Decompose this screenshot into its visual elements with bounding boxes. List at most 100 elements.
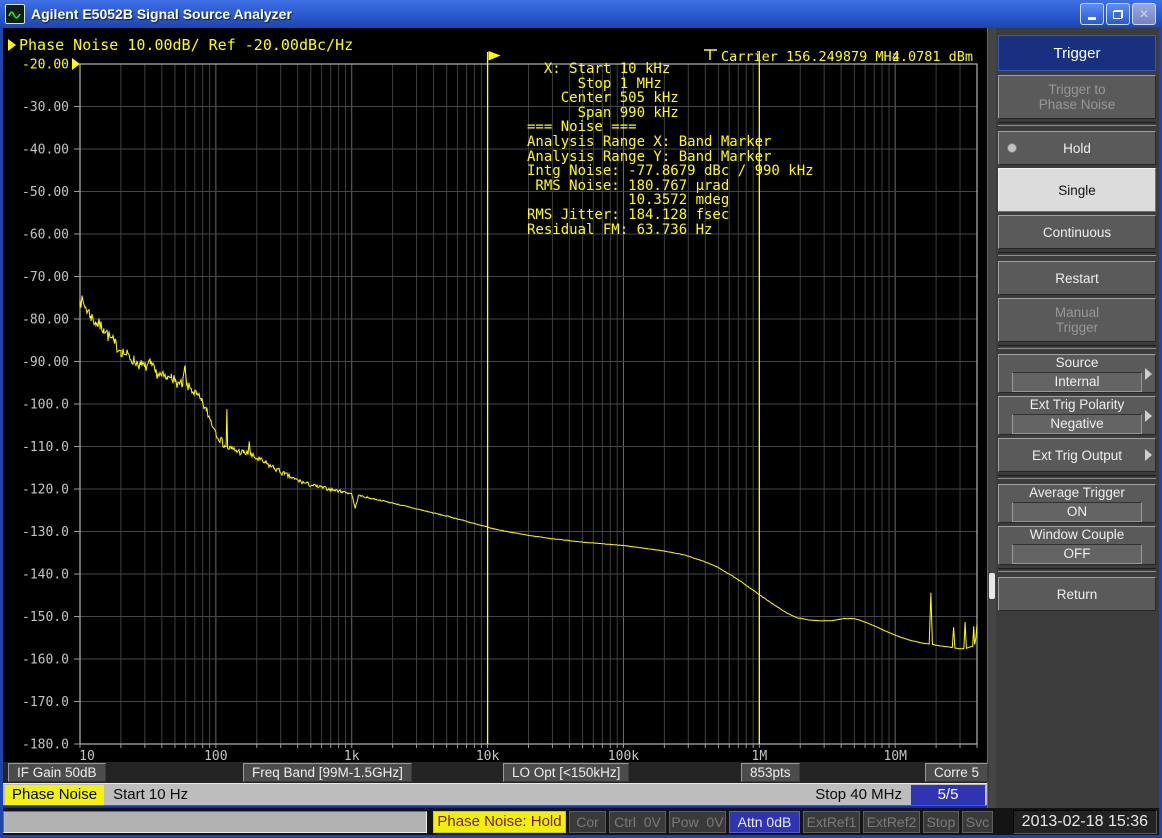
band-marker-flag-icon xyxy=(488,51,501,61)
softkey-menu-title: Trigger xyxy=(998,35,1156,71)
submenu-arrow-icon xyxy=(1145,449,1152,461)
lo-opt-readout: LO Opt [<150kHz] xyxy=(503,763,630,782)
softkey-value: OFF xyxy=(1012,544,1142,564)
y-axis-tick-label: -80.00 xyxy=(22,313,69,328)
y-axis-tick-label: -70.00 xyxy=(22,270,69,285)
restore-icon xyxy=(1113,9,1123,19)
x-axis-tick-label: 100k xyxy=(608,749,639,762)
axis-labels: -20.00 -30.00 -40.00 -50.00 -60.00 -70.00 -80.… xyxy=(22,58,907,763)
page-indicator: 5/5 xyxy=(911,784,985,805)
trace-layer xyxy=(79,295,978,650)
stop-frequency-label: Stop 40 MHz xyxy=(815,786,902,803)
y-axis-tick-label: -50.00 xyxy=(22,185,69,200)
freq-band-readout: Freq Band [99M-1.5GHz] xyxy=(243,763,412,782)
band-markers[interactable] xyxy=(486,51,760,744)
y-axis-tick-label: -90.00 xyxy=(22,355,69,370)
plot-canvas: -20.00 -30.00 -40.00 -50.00 -60.00 -70.00 -80.… xyxy=(22,49,978,763)
carrier-frequency-readout: Carrier 156.249879 MHz xyxy=(721,49,900,65)
y-axis-tick-label: -160.0 xyxy=(22,653,69,668)
y-axis-tick-label: -130.0 xyxy=(22,525,69,540)
reference-level-arrow-icon xyxy=(72,58,80,70)
softkey-group-separator xyxy=(998,122,1156,126)
points-readout: 853pts xyxy=(741,763,800,782)
softkey-label: Trigger to Phase Noise xyxy=(1038,82,1116,112)
softkey-hold[interactable]: Hold xyxy=(998,131,1156,165)
softkey-return[interactable]: Return xyxy=(998,577,1156,611)
softkey-scroll-thumb[interactable] xyxy=(989,573,995,599)
softkey-label: Return xyxy=(1056,586,1098,602)
restore-button[interactable] xyxy=(1106,3,1130,25)
x-axis-tick-label: 10 xyxy=(79,749,95,762)
close-button[interactable]: ✕ xyxy=(1132,3,1156,25)
x-axis-tick-label: 1M xyxy=(752,749,768,762)
title-bar: Agilent E5052B Signal Source Analyzer ✕ xyxy=(0,0,1162,28)
measurement-status-badge: Phase Noise: Hold xyxy=(433,810,566,833)
scale-reference-label: Phase Noise 10.00dB/ Ref -20.00dBc/Hz xyxy=(19,36,354,54)
softkey-label: Hold xyxy=(1063,140,1091,156)
dc-control-badge: Ctrl 0V xyxy=(609,810,666,833)
softkey-label: Window Couple xyxy=(1029,527,1125,542)
y-axis-tick-label: -170.0 xyxy=(22,695,69,710)
window-border xyxy=(0,28,3,838)
softkey-label: Manual Trigger xyxy=(1054,305,1100,335)
softkey-average-trigger[interactable]: Average Trigger ON xyxy=(998,484,1156,523)
phase-noise-trace xyxy=(79,295,978,650)
softkey-group-separator xyxy=(998,345,1156,349)
softkey-label: Average Trigger xyxy=(1029,485,1125,500)
sine-wave-app-icon xyxy=(5,4,25,24)
softkey-restart[interactable]: Restart xyxy=(998,261,1156,295)
softkey-value: Internal xyxy=(1012,372,1142,392)
softkey-window-couple[interactable]: Window Couple OFF xyxy=(998,526,1156,565)
softkey-label: Restart xyxy=(1055,270,1099,286)
y-axis-tick-label: -180.0 xyxy=(22,738,69,753)
y-axis-tick-label: -100.0 xyxy=(22,398,69,413)
softkey-value: ON xyxy=(1012,502,1142,522)
dc-power-badge: Pow 0V xyxy=(669,810,726,833)
softkey-value: Negative xyxy=(1012,414,1142,434)
softkey-label: Ext Trig Polarity xyxy=(1029,397,1125,412)
y-axis-tick-label: -40.00 xyxy=(22,143,69,158)
softkey-label: Continuous xyxy=(1042,224,1112,240)
setup-status-bar: IF Gain 50dB Freq Band [99M-1.5GHz] LO Opt… xyxy=(3,762,989,783)
softkey-menu: Trigger Trigger to Phase Noise Hold Single… xyxy=(987,28,1159,808)
softkey-trigger-to-phase-noise: Trigger to Phase Noise xyxy=(998,75,1156,119)
minimize-button[interactable] xyxy=(1080,3,1104,25)
scale-reference-header: Phase Noise 10.00dB/ Ref -20.00dBc/Hz xyxy=(8,36,353,54)
y-axis-tick-label: -110.0 xyxy=(22,440,69,455)
submenu-arrow-icon xyxy=(1145,409,1152,422)
correction-readout: Corre 5 xyxy=(925,763,989,782)
x-axis-tick-label: 10M xyxy=(883,749,907,762)
y-axis-tick-label: -30.00 xyxy=(22,100,69,115)
active-state-bullet-icon xyxy=(1007,143,1017,153)
close-icon: ✕ xyxy=(1138,7,1150,21)
phase-noise-graph: -20.00 -30.00 -40.00 -50.00 -60.00 -70.00 -80.… xyxy=(3,28,987,762)
x-axis-tick-label: 100 xyxy=(204,749,227,762)
softkey-scroll-strip[interactable] xyxy=(989,28,996,808)
softkey-ext-trig-polarity[interactable]: Ext Trig Polarity Negative xyxy=(998,396,1156,435)
softkey-group-separator xyxy=(998,568,1156,572)
softkey-ext-trig-output[interactable]: Ext Trig Output xyxy=(998,438,1156,472)
measurement-bar: Phase Noise Start 10 Hz Stop 40 MHz 5/5 xyxy=(3,783,987,806)
noise-analysis-readout: X: Start 10 kHz Stop 1 MHz Center 505 kH… xyxy=(527,61,814,238)
window-border xyxy=(0,835,1162,838)
submenu-arrow-icon xyxy=(1145,367,1152,380)
carrier-power-readout: 4.0781 dBm xyxy=(892,49,973,65)
service-badge: Svc xyxy=(962,810,993,833)
y-axis-tick-label: -140.0 xyxy=(22,568,69,583)
datetime-display: 2013-02-18 15:36 xyxy=(1012,809,1157,834)
message-panel xyxy=(3,810,427,833)
softkey-label: Single xyxy=(1058,182,1096,198)
softkey-single[interactable]: Single xyxy=(998,168,1156,212)
softkey-manual-trigger: Manual Trigger xyxy=(998,298,1156,342)
x-axis-tick-label: 10k xyxy=(476,749,500,762)
active-trace-arrow-icon xyxy=(8,39,16,51)
softkey-group-separator xyxy=(998,252,1156,256)
softkey-continuous[interactable]: Continuous xyxy=(998,215,1156,249)
if-gain-readout: IF Gain 50dB xyxy=(8,763,106,782)
softkey-source[interactable]: Source Internal xyxy=(998,354,1156,393)
y-axis-tick-label: -60.00 xyxy=(22,228,69,243)
tab-phase-noise[interactable]: Phase Noise xyxy=(5,784,105,805)
carrier-marker-icon xyxy=(704,49,717,60)
minimize-icon xyxy=(1088,17,1096,20)
